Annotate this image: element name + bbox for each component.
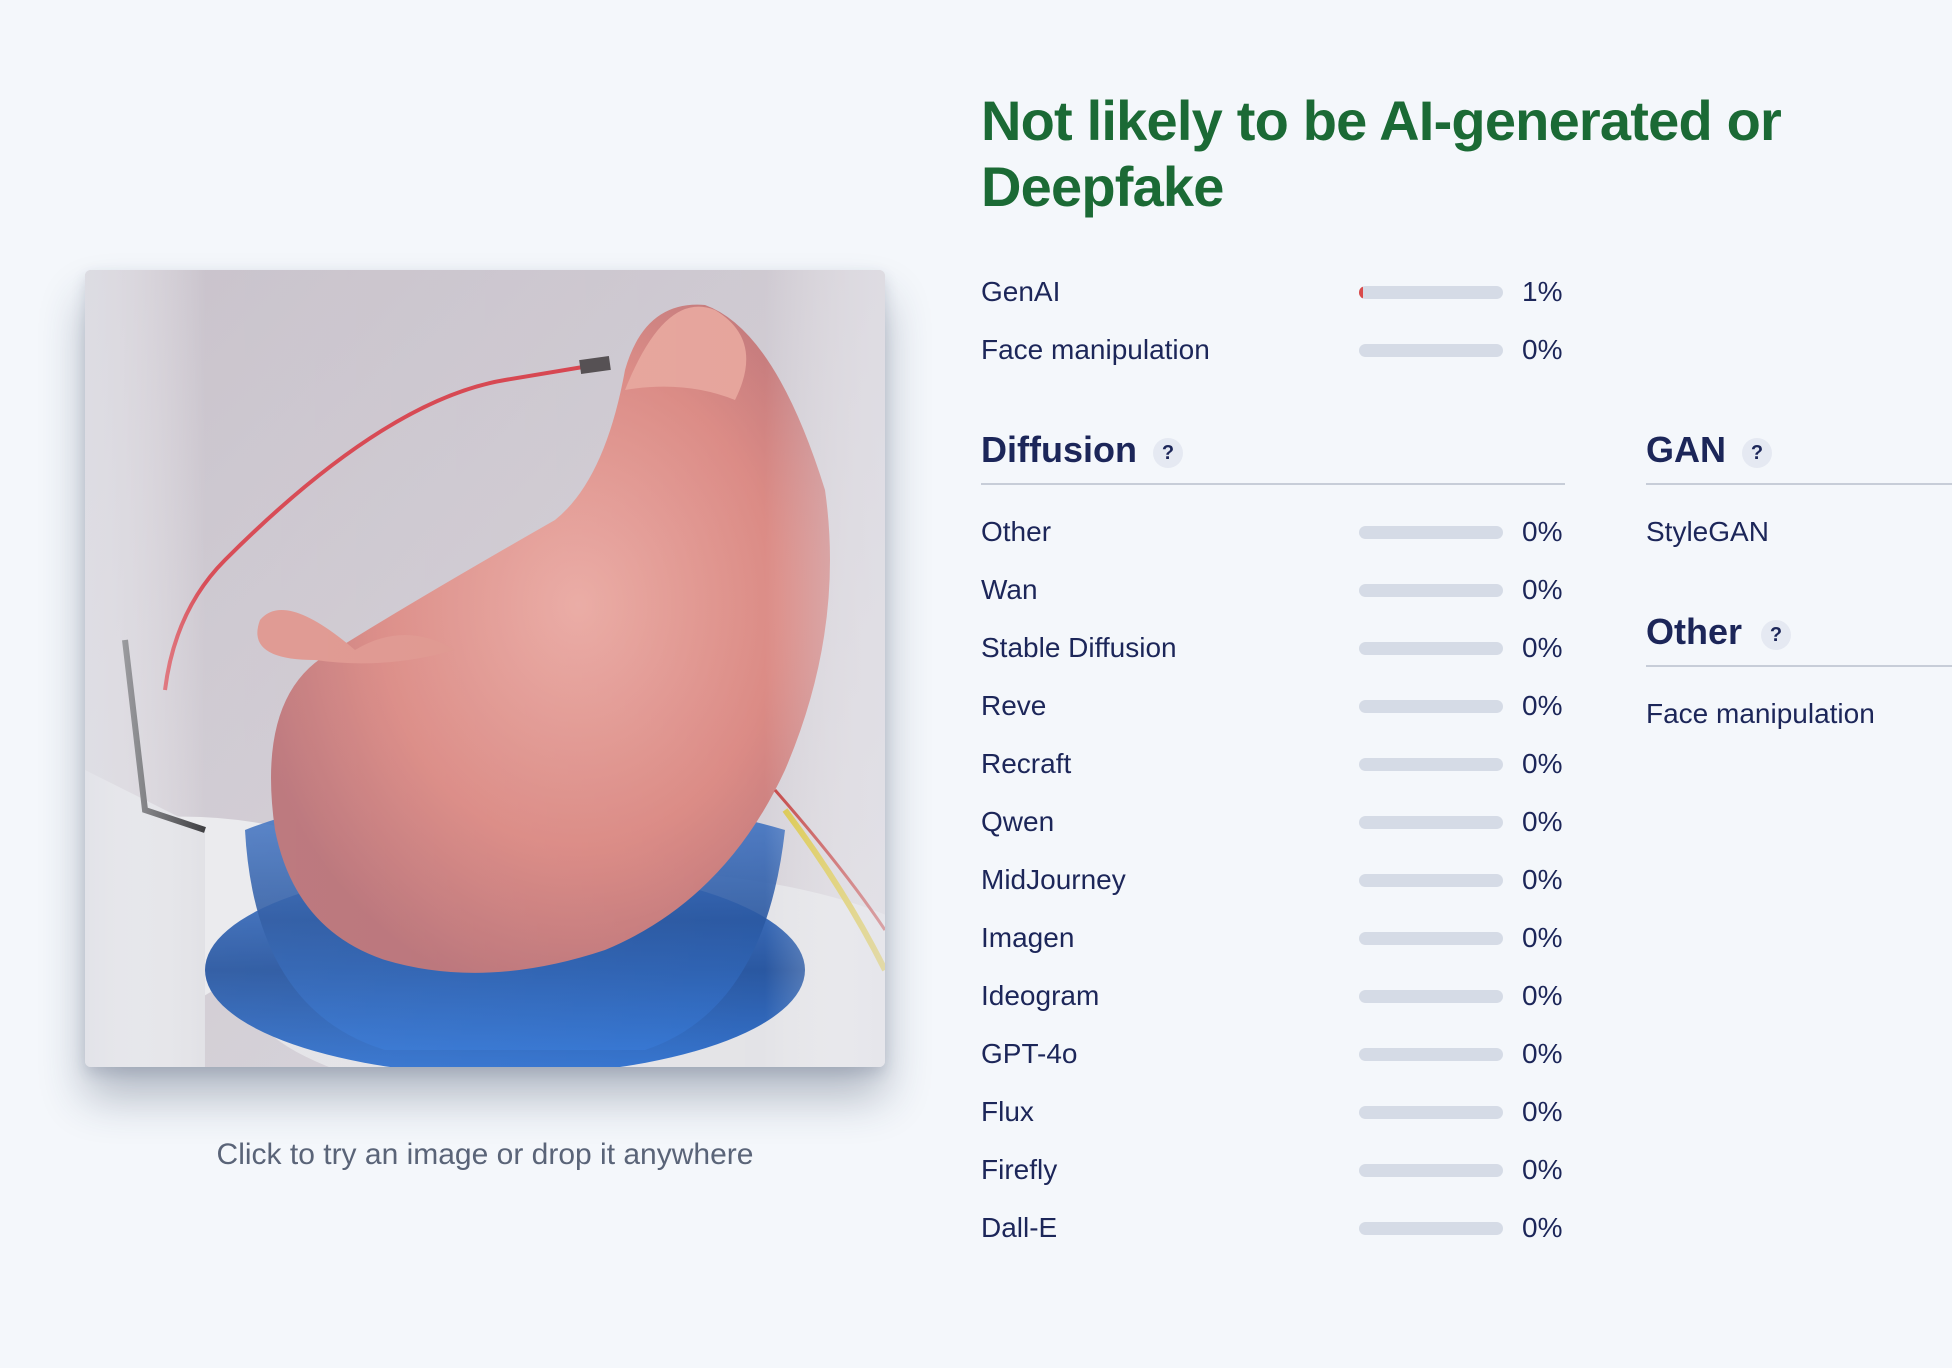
gan-item-stylegan: StyleGAN [1646,516,1769,547]
score-bar [1359,344,1503,357]
score-row: Stable Diffusion 0% [981,628,1565,668]
score-label: Firefly [981,1154,1058,1185]
score-row: Reve 0% [981,686,1565,726]
other-item-face-manipulation: Face manipulation [1646,698,1875,729]
other-title: Other [1646,611,1743,652]
score-row: Recraft 0% [981,744,1565,784]
score-bar [1359,1164,1503,1177]
score-bar [1359,758,1503,771]
score-label: GenAI [981,276,1061,307]
other-section-header: Other ? [1646,607,1952,667]
score-label: Imagen [981,922,1075,953]
score-percent: 0% [1522,864,1563,895]
score-row: MidJourney 0% [981,860,1565,900]
score-row: GenAI 1% [981,272,1565,312]
score-row: Other 0% [981,512,1565,552]
score-label: Recraft [981,748,1072,779]
score-percent: 0% [1522,516,1563,547]
score-row: Imagen 0% [981,918,1565,958]
image-dropzone[interactable] [85,270,885,1067]
score-row: GPT-4o 0% [981,1034,1565,1074]
other-help-icon[interactable]: ? [1761,620,1791,650]
score-label: Ideogram [981,980,1100,1011]
diffusion-help-icon[interactable]: ? [1153,438,1183,468]
score-bar-fill [1359,286,1364,299]
score-percent: 0% [1522,1038,1563,1069]
score-bar [1359,816,1503,829]
score-bar [1359,1048,1503,1061]
score-row: Face manipulation 0% [981,330,1565,370]
uploaded-photo [85,270,885,1067]
diffusion-section-header: Diffusion ? [981,425,1565,485]
score-bar [1359,526,1503,539]
verdict-line-1: Not likely to be AI-generated or [981,89,1782,152]
score-percent: 0% [1522,334,1563,365]
score-bar [1359,874,1503,887]
score-percent: 0% [1522,806,1563,837]
upload-hint[interactable]: Click to try an image or drop it anywher… [216,1138,754,1171]
score-bar [1359,990,1503,1003]
score-percent: 0% [1522,632,1563,663]
score-percent: 0% [1522,980,1563,1011]
score-bar [1359,286,1503,299]
score-label: Stable Diffusion [981,632,1177,663]
score-bar [1359,642,1503,655]
score-percent: 0% [1522,1212,1563,1243]
score-row: Flux 0% [981,1092,1565,1132]
score-percent: 0% [1522,574,1563,605]
score-bar [1359,700,1503,713]
score-row: Wan 0% [981,570,1565,610]
score-label: Flux [981,1096,1034,1127]
score-label: Other [981,516,1052,547]
score-label: Qwen [981,806,1055,837]
score-label: Wan [981,574,1038,605]
score-label: Face manipulation [981,334,1210,365]
diffusion-title: Diffusion [981,429,1137,470]
gan-help-icon[interactable]: ? [1742,438,1772,468]
verdict-line-2: Deepfake [981,155,1224,218]
score-percent: 0% [1522,690,1563,721]
gan-section-header: GAN ? [1646,425,1952,485]
score-bar [1359,1222,1503,1235]
score-bar [1359,1106,1503,1119]
score-percent: 0% [1522,922,1563,953]
score-bar [1359,932,1503,945]
score-row: Qwen 0% [981,802,1565,842]
score-label: GPT-4o [981,1038,1078,1069]
score-bar [1359,584,1503,597]
gan-title: GAN [1646,429,1726,470]
verdict-title: Not likely to be AI-generated or Deepfak… [981,88,1901,220]
score-label: MidJourney [981,864,1126,895]
score-label: Dall-E [981,1212,1058,1243]
score-row: Dall-E 0% [981,1208,1565,1248]
score-percent: 1% [1522,276,1563,307]
score-percent: 0% [1522,1096,1563,1127]
score-row: Firefly 0% [981,1150,1565,1190]
score-label: Reve [981,690,1047,721]
score-percent: 0% [1522,1154,1563,1185]
score-percent: 0% [1522,748,1563,779]
score-row: Ideogram 0% [981,976,1565,1016]
